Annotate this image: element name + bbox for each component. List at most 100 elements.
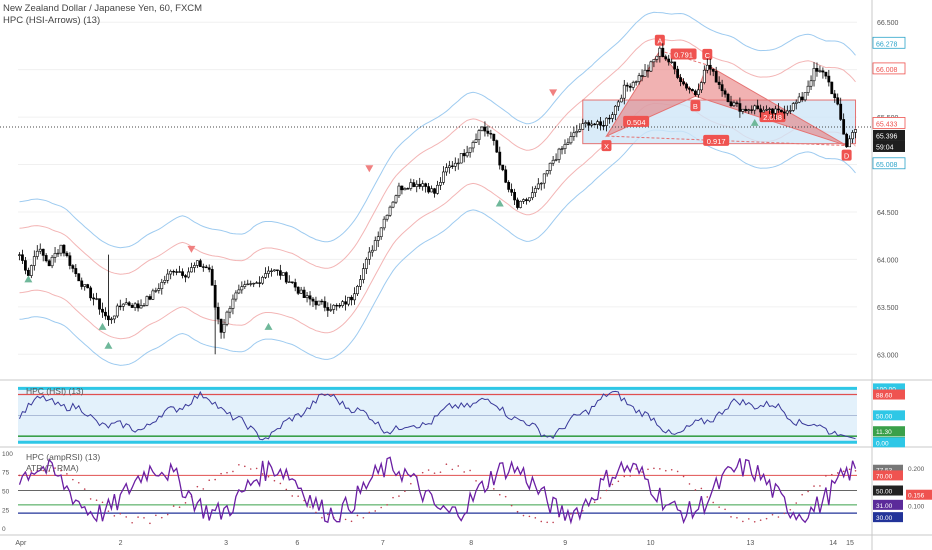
candle-body bbox=[329, 309, 333, 311]
atr-dot bbox=[285, 488, 288, 491]
atr-dot bbox=[831, 473, 833, 476]
atr-dot bbox=[113, 515, 116, 517]
atr-dot bbox=[854, 469, 857, 472]
atr-dot bbox=[166, 513, 169, 516]
candle-body bbox=[545, 170, 549, 175]
candle-body bbox=[373, 240, 377, 251]
candle-body bbox=[459, 153, 463, 164]
candle-body bbox=[602, 125, 605, 127]
candle-body bbox=[726, 93, 730, 102]
candle-body bbox=[281, 272, 285, 276]
candle-body bbox=[593, 123, 597, 126]
candle-body bbox=[56, 252, 60, 255]
atr-dot bbox=[653, 467, 655, 470]
hsi-label: HPC (HSI) (13) bbox=[26, 386, 84, 396]
candle-body bbox=[59, 244, 63, 254]
candle-body bbox=[694, 90, 697, 95]
atr-dot bbox=[410, 482, 412, 485]
atr-dot bbox=[202, 488, 205, 490]
candle-body bbox=[24, 260, 27, 271]
candle-body bbox=[439, 182, 442, 186]
candle-body bbox=[646, 69, 650, 72]
countdown-label: 59:04 bbox=[876, 144, 894, 151]
candle-body bbox=[92, 297, 95, 300]
atr-dot bbox=[48, 470, 50, 472]
candle-body bbox=[765, 109, 768, 111]
sell-arrow bbox=[187, 245, 196, 253]
amp-axis-label: 30.00 bbox=[876, 515, 893, 522]
candle-body bbox=[195, 260, 199, 266]
hsi-axis-label: 0.00 bbox=[876, 440, 889, 447]
atr-dot bbox=[546, 521, 548, 524]
candle-body bbox=[305, 295, 309, 298]
amp-axis-badge bbox=[873, 499, 903, 510]
atr-dot bbox=[238, 464, 240, 466]
atr-dot bbox=[504, 495, 507, 498]
candle-body bbox=[643, 69, 647, 77]
signal-arrows bbox=[24, 89, 759, 349]
atr-dot bbox=[321, 516, 323, 519]
envelope-band bbox=[19, 11, 856, 249]
buy-arrow bbox=[495, 199, 504, 207]
atr-dot bbox=[825, 475, 827, 477]
candle-body bbox=[848, 138, 851, 148]
candle-body bbox=[774, 108, 777, 114]
atr-dot bbox=[493, 488, 495, 490]
atr-dot bbox=[688, 483, 691, 485]
candle-body bbox=[124, 302, 128, 305]
atr-dot bbox=[143, 517, 145, 519]
candle-body bbox=[65, 252, 69, 257]
candle-body bbox=[252, 282, 256, 285]
y-tick-label: 64.000 bbox=[877, 257, 899, 264]
atr-dot bbox=[178, 506, 181, 509]
atr-label: ATR (7, RMA) bbox=[26, 463, 79, 473]
candle-body bbox=[160, 282, 164, 289]
atr-dot bbox=[647, 468, 649, 471]
harmonic-point-badge bbox=[841, 149, 852, 161]
candle-body bbox=[38, 248, 42, 252]
candle-body bbox=[735, 102, 739, 104]
atr-dot bbox=[155, 514, 157, 517]
harmonic-point-badge bbox=[654, 34, 665, 46]
candle-body bbox=[554, 159, 558, 161]
amp-axis-label: 50.00 bbox=[876, 489, 893, 496]
candle-body bbox=[403, 188, 407, 191]
candle-body bbox=[833, 93, 837, 99]
candle-body bbox=[415, 183, 419, 187]
candle-body bbox=[204, 266, 208, 269]
candle-body bbox=[273, 269, 276, 272]
buy-arrow bbox=[750, 118, 759, 126]
candle-body bbox=[376, 236, 380, 241]
candle-body bbox=[584, 122, 588, 124]
atr-dot bbox=[659, 468, 661, 470]
candle-body bbox=[788, 110, 792, 112]
candle-body bbox=[711, 68, 715, 72]
atr-dot bbox=[60, 469, 62, 472]
atr-dot bbox=[137, 516, 139, 518]
buy-arrow bbox=[264, 322, 273, 330]
candle-body bbox=[249, 283, 253, 285]
price-candles bbox=[18, 43, 857, 355]
candle-body bbox=[462, 153, 466, 157]
candle-body bbox=[258, 282, 262, 284]
candle-body bbox=[89, 287, 93, 299]
atr-dot bbox=[730, 516, 732, 518]
candle-body bbox=[332, 304, 336, 310]
candle-body bbox=[353, 293, 356, 301]
atr-dot bbox=[273, 479, 276, 482]
candle-body bbox=[26, 269, 30, 276]
atr-dot bbox=[534, 517, 537, 519]
price-label-box bbox=[872, 117, 906, 129]
candle-body bbox=[489, 133, 493, 135]
candle-body bbox=[622, 84, 626, 99]
candle-body bbox=[533, 188, 537, 193]
candle-body bbox=[142, 304, 146, 307]
candle-body bbox=[228, 308, 232, 313]
x-tick-label: 13 bbox=[747, 540, 755, 547]
candle-body bbox=[723, 90, 727, 95]
candle-body bbox=[824, 71, 828, 77]
hsi-axis-badge bbox=[873, 410, 905, 421]
candle-body bbox=[32, 256, 36, 266]
